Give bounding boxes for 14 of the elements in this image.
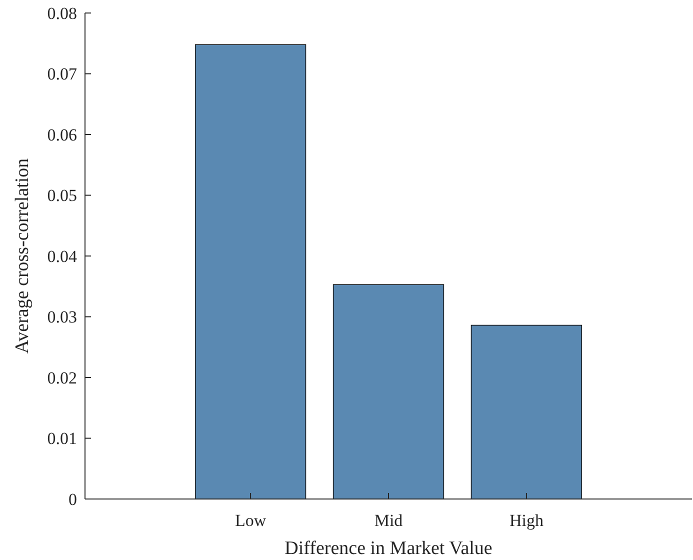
y-tick-label: 0.07 [47,64,78,84]
y-tick-label: 0.06 [47,125,77,144]
x-axis-title: Difference in Market Value [284,538,492,559]
x-tick-label: Mid [374,511,404,530]
x-tick-label: High [509,511,544,530]
y-tick-label: 0.03 [47,308,77,327]
y-axis-title: Average cross-correlation [12,158,33,354]
y-tick-label: 0.08 [47,4,77,23]
y-tick-label: 0.02 [47,368,77,388]
y-tick-label: 0.04 [47,246,78,266]
y-tick-label: 0.05 [47,186,77,206]
y-tick-label: 0 [68,490,77,509]
x-tick-label: Low [234,511,267,530]
y-tick-label: 0.01 [47,429,77,448]
